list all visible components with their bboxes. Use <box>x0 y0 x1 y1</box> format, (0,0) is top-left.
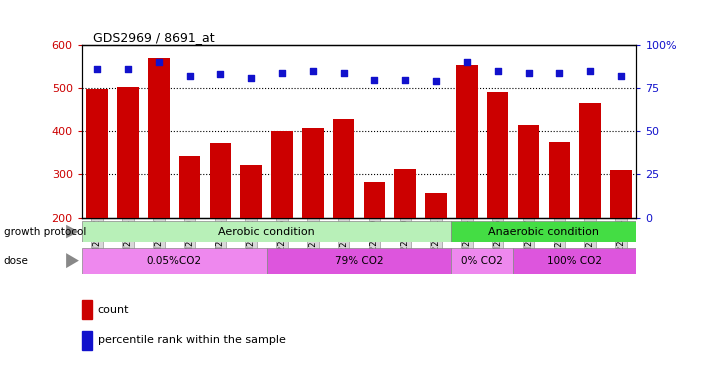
Point <box>277 70 288 76</box>
Point <box>430 78 442 84</box>
Bar <box>518 125 539 217</box>
Bar <box>451 248 513 274</box>
Bar <box>82 300 92 319</box>
Text: percentile rank within the sample: percentile rank within the sample <box>98 335 286 345</box>
Bar <box>82 248 267 274</box>
Bar <box>333 119 354 218</box>
Point <box>400 76 411 82</box>
Text: GDS2969 / 8691_at: GDS2969 / 8691_at <box>93 31 215 44</box>
Bar <box>549 142 570 218</box>
Polygon shape <box>66 253 79 268</box>
Point <box>122 66 134 72</box>
Text: Anaerobic condition: Anaerobic condition <box>488 226 599 237</box>
Text: 0% CO2: 0% CO2 <box>461 256 503 266</box>
Bar <box>513 248 636 274</box>
Bar <box>395 169 416 217</box>
Bar <box>210 143 231 218</box>
Bar <box>148 58 170 217</box>
Point <box>584 68 596 74</box>
Point <box>92 66 103 72</box>
Bar <box>364 182 385 218</box>
Point <box>338 70 349 76</box>
Bar <box>240 165 262 218</box>
Bar <box>610 170 631 217</box>
Bar <box>117 87 139 218</box>
Point <box>523 70 534 76</box>
Text: Aerobic condition: Aerobic condition <box>218 226 315 237</box>
Text: 79% CO2: 79% CO2 <box>335 256 383 266</box>
Text: count: count <box>98 304 129 315</box>
Bar <box>82 331 92 350</box>
Bar <box>579 103 601 218</box>
Bar <box>425 194 447 217</box>
Bar <box>451 221 636 242</box>
Point <box>245 75 257 81</box>
Text: dose: dose <box>4 256 28 266</box>
Point <box>492 68 503 74</box>
Point <box>369 76 380 82</box>
Text: 100% CO2: 100% CO2 <box>547 256 602 266</box>
Bar <box>487 92 508 218</box>
Bar <box>179 156 201 218</box>
Point <box>461 59 473 65</box>
Point <box>215 71 226 77</box>
Point <box>184 73 196 79</box>
Polygon shape <box>66 225 79 238</box>
Bar <box>267 248 451 274</box>
Point <box>307 68 319 74</box>
Point <box>615 73 626 79</box>
Bar <box>82 221 451 242</box>
Bar <box>272 131 293 218</box>
Bar <box>302 128 324 218</box>
Bar <box>87 89 108 218</box>
Text: growth protocol: growth protocol <box>4 226 86 237</box>
Bar <box>456 65 478 218</box>
Text: 0.05%CO2: 0.05%CO2 <box>146 256 202 266</box>
Point <box>554 70 565 76</box>
Point <box>153 59 164 65</box>
